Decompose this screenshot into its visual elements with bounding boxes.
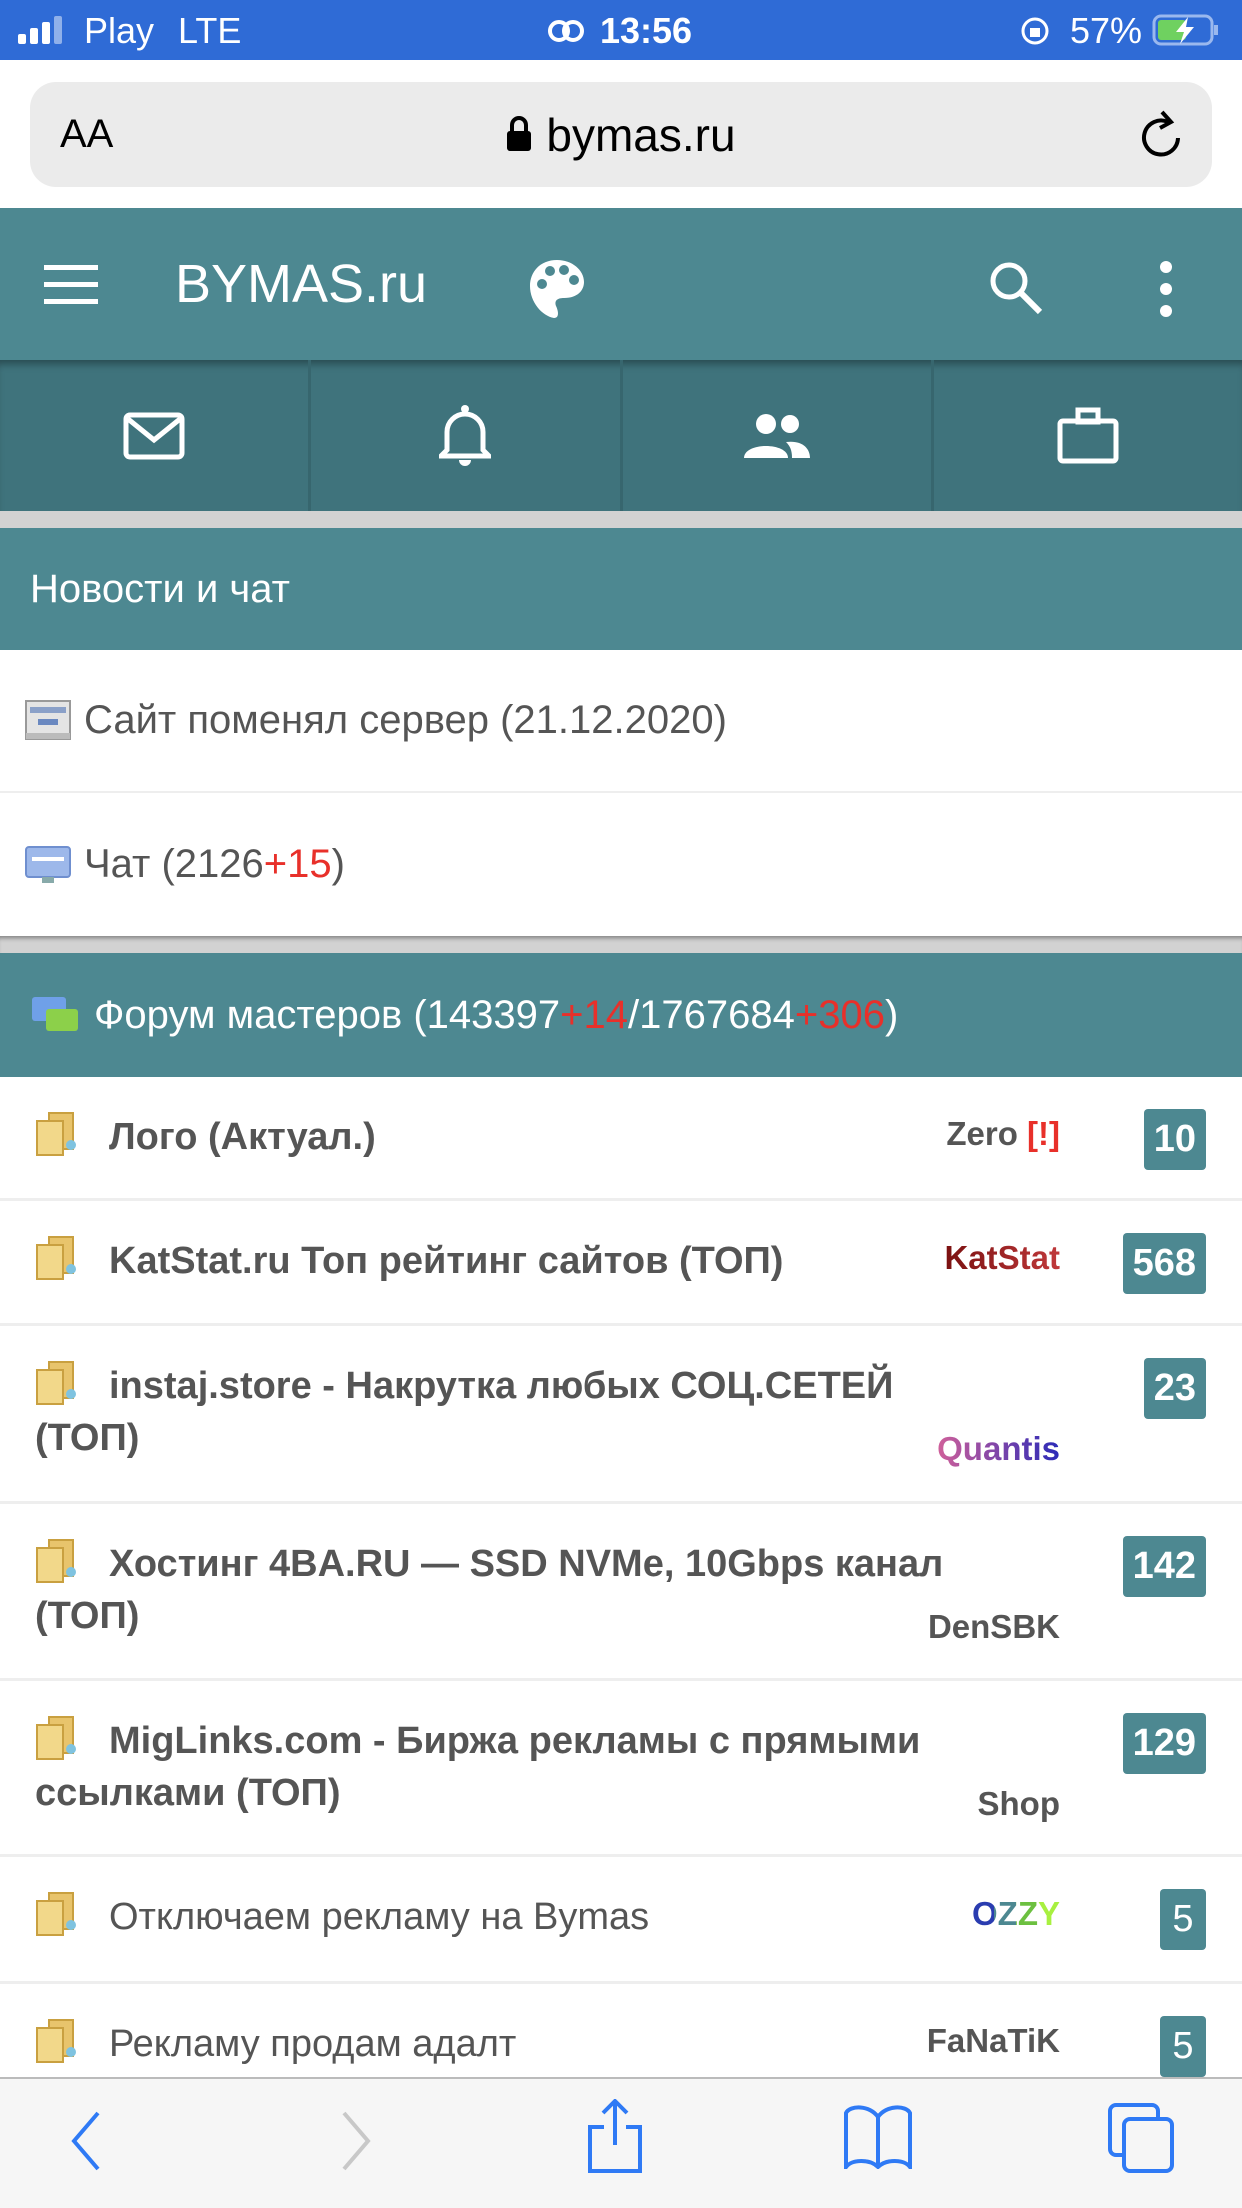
browser-address-area: AA bymas.ru bbox=[0, 60, 1242, 208]
forum-posts-count: /1767684 bbox=[628, 992, 795, 1037]
reload-icon[interactable] bbox=[1138, 110, 1184, 160]
address-bar[interactable]: AA bymas.ru bbox=[30, 82, 1212, 187]
site-header: BYMAS.ru bbox=[0, 208, 1242, 360]
news-section-header[interactable]: Новости и чат bbox=[0, 528, 1242, 650]
news-section-title: Новости и чат bbox=[30, 566, 290, 611]
reply-count-badge: 5 bbox=[1160, 1889, 1206, 1950]
topic-title[interactable]: KatStat.ru Топ рейтинг сайтов (ТОП) bbox=[35, 1235, 975, 1287]
topic-title-text: Рекламу продам адалт bbox=[109, 2023, 517, 2065]
topic-row[interactable]: instaj.store - Накрутка любых СОЦ.СЕТЕЙ … bbox=[0, 1326, 1242, 1504]
chat-close-paren: ) bbox=[331, 842, 345, 886]
chat-item[interactable]: Чат (2126 +15) bbox=[0, 793, 1242, 936]
battery-percent: 57% bbox=[1070, 10, 1143, 51]
topic-author-name: Zero bbox=[946, 1115, 1018, 1152]
messages-button[interactable] bbox=[0, 360, 308, 511]
forum-chat-icon bbox=[32, 997, 78, 1031]
topic-title-text: KatStat.ru Топ рейтинг сайтов (ТОП) bbox=[109, 1240, 784, 1282]
topic-title-text: instaj.store - Накрутка любых СОЦ.СЕТЕЙ … bbox=[35, 1365, 894, 1459]
topic-title[interactable]: instaj.store - Накрутка любых СОЦ.СЕТЕЙ … bbox=[35, 1360, 975, 1464]
battery-charging-icon bbox=[1152, 14, 1218, 46]
news-item[interactable]: Сайт поменял сервер (21.12.2020) bbox=[0, 650, 1242, 793]
folder-icon bbox=[36, 1236, 76, 1280]
chat-delta: +15 bbox=[263, 842, 332, 886]
forum-title: Форум мастеров (143397 bbox=[94, 992, 561, 1037]
tabs-icon[interactable] bbox=[1108, 2103, 1174, 2173]
topic-author[interactable]: Shop bbox=[977, 1785, 1060, 1822]
rotation-lock-icon bbox=[1021, 17, 1049, 45]
topic-row[interactable]: Лого (Актуал.) Zero [!] 10 bbox=[0, 1077, 1242, 1201]
topic-row[interactable]: KatStat.ru Топ рейтинг сайтов (ТОП) KatSt… bbox=[0, 1201, 1242, 1326]
folder-icon bbox=[36, 2019, 76, 2063]
more-vertical-icon[interactable] bbox=[1156, 260, 1176, 318]
author-flag: [!] bbox=[1027, 1115, 1060, 1152]
topic-title[interactable]: MigLinks.com - Биржа рекламы с прямыми с… bbox=[35, 1715, 975, 1819]
browser-toolbar bbox=[0, 2077, 1242, 2208]
divider bbox=[0, 511, 1242, 528]
topic-row[interactable]: MigLinks.com - Биржа рекламы с прямыми с… bbox=[0, 1681, 1242, 1857]
chat-monitor-icon bbox=[25, 845, 71, 883]
mail-icon bbox=[123, 412, 185, 459]
url-text: bymas.ru bbox=[546, 109, 736, 161]
reply-count-badge: 10 bbox=[1143, 1109, 1206, 1170]
reply-count-badge: 568 bbox=[1122, 1233, 1206, 1294]
forum-topics-delta: +14 bbox=[560, 992, 628, 1037]
forward-icon[interactable] bbox=[336, 2109, 376, 2173]
friends-button[interactable] bbox=[619, 360, 931, 511]
topic-author[interactable]: DenSBK bbox=[927, 1608, 1060, 1645]
server-icon bbox=[25, 699, 71, 740]
topic-title-text: Лого (Актуал.) bbox=[109, 1116, 376, 1158]
folder-icon bbox=[36, 1716, 76, 1760]
notifications-button[interactable] bbox=[308, 360, 619, 511]
chat-label: Чат (2126 bbox=[84, 842, 264, 886]
palette-icon[interactable] bbox=[528, 258, 586, 320]
forum-close-paren: ) bbox=[884, 992, 899, 1037]
forum-posts-delta: +306 bbox=[794, 992, 885, 1037]
folder-icon bbox=[36, 1112, 76, 1156]
topic-author[interactable]: Zero [!] bbox=[946, 1115, 1060, 1153]
topic-row[interactable]: Хостинг 4BA.RU — SSD NVMe, 10Gbps канал … bbox=[0, 1504, 1242, 1681]
back-icon[interactable] bbox=[66, 2109, 106, 2173]
topic-title-text: Хостинг 4BA.RU — SSD NVMe, 10Gbps канал … bbox=[35, 1543, 944, 1637]
topic-title[interactable]: Отключаем рекламу на Bymas bbox=[35, 1891, 975, 1943]
topic-title[interactable]: Хостинг 4BA.RU — SSD NVMe, 10Gbps канал … bbox=[35, 1538, 975, 1642]
topic-author[interactable]: KatStat bbox=[944, 1239, 1060, 1276]
people-icon bbox=[743, 413, 810, 458]
topic-row[interactable]: Отключаем рекламу на Bymas OZZY 5 bbox=[0, 1857, 1242, 1984]
topic-title[interactable]: Рекламу продам адалт bbox=[35, 2018, 975, 2070]
folder-icon bbox=[36, 1539, 76, 1583]
reply-count-badge: 142 bbox=[1122, 1536, 1206, 1597]
forum-section-header[interactable]: Форум мастеров (143397 +14/1767684 +306) bbox=[0, 953, 1242, 1077]
bell-icon bbox=[439, 404, 492, 466]
url-field[interactable]: bymas.ru bbox=[30, 108, 1212, 162]
text-size-button[interactable]: AA bbox=[60, 112, 114, 156]
search-icon[interactable] bbox=[988, 260, 1044, 316]
status-bar: Play LTE 13:56 57% bbox=[0, 0, 1242, 60]
clock: 13:56 bbox=[600, 10, 693, 51]
quick-nav-bar bbox=[0, 360, 1242, 511]
topic-author[interactable]: Quantis bbox=[937, 1430, 1060, 1467]
link-icon bbox=[548, 20, 584, 42]
topic-title[interactable]: Лого (Актуал.) bbox=[35, 1111, 975, 1163]
topic-author[interactable]: FaNaTiK bbox=[926, 2022, 1060, 2059]
reply-count-badge: 5 bbox=[1160, 2016, 1206, 2077]
divider bbox=[0, 936, 1242, 953]
news-item-text: Сайт поменял сервер (21.12.2020) bbox=[84, 698, 727, 742]
bookmarks-icon[interactable] bbox=[842, 2103, 914, 2169]
market-button[interactable] bbox=[930, 360, 1242, 511]
topic-author[interactable]: OZZY bbox=[972, 1895, 1060, 1932]
topic-title-text: MigLinks.com - Биржа рекламы с прямыми с… bbox=[35, 1720, 921, 1814]
reply-count-badge: 129 bbox=[1122, 1713, 1206, 1774]
menu-icon[interactable] bbox=[44, 265, 98, 305]
folder-icon bbox=[36, 1892, 76, 1936]
topic-title-text: Отключаем рекламу на Bymas bbox=[109, 1896, 650, 1938]
lock-icon bbox=[507, 116, 532, 151]
reply-count-badge: 23 bbox=[1143, 1358, 1206, 1419]
folder-icon bbox=[36, 1361, 76, 1405]
network: LTE bbox=[178, 10, 242, 51]
share-icon[interactable] bbox=[586, 2099, 644, 2175]
site-title[interactable]: BYMAS.ru bbox=[175, 254, 428, 314]
carrier: Play bbox=[84, 10, 155, 51]
briefcase-icon bbox=[1057, 407, 1119, 463]
signal-icon bbox=[18, 16, 62, 44]
